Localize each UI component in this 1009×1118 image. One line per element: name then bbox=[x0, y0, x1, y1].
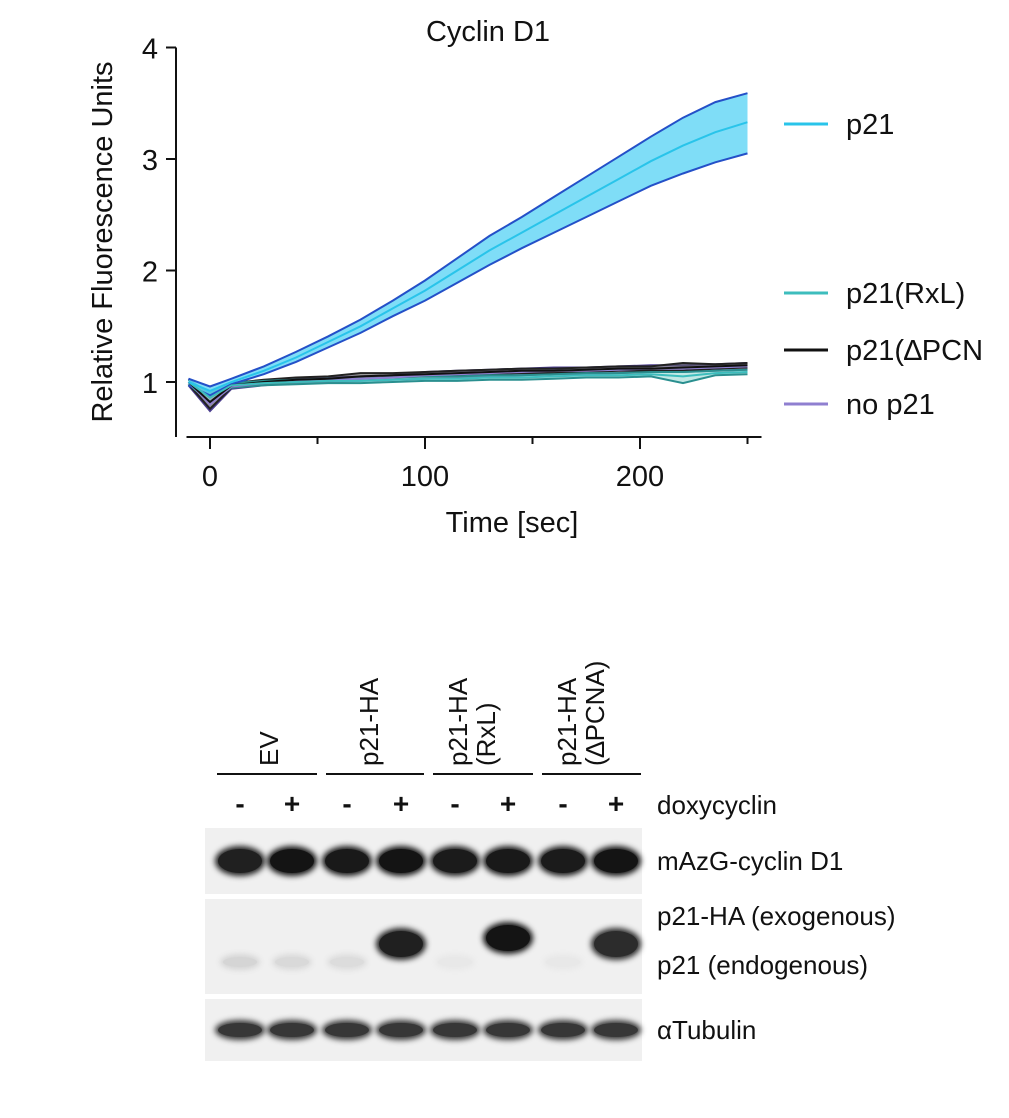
group-underline-3 bbox=[542, 773, 641, 775]
confidence-bands bbox=[187, 92, 748, 413]
y-tick-label-3: 3 bbox=[142, 145, 158, 177]
band-tubulin-2 bbox=[325, 1023, 369, 1037]
legend-entry-1: p21(RxL) bbox=[846, 278, 965, 310]
legend-entry-3: no p21 bbox=[846, 389, 935, 421]
row-label-0: mAzG-cyclin D1 bbox=[657, 846, 844, 876]
group-label-2: p21-HA (RxL) bbox=[443, 677, 501, 766]
series-line-0 bbox=[188, 121, 748, 392]
band-tubulin-7 bbox=[594, 1023, 638, 1037]
y-tick-label-1: 1 bbox=[142, 368, 158, 400]
band-tubulin-3 bbox=[379, 1023, 423, 1037]
group-label-3: p21-HA (∆PCNA) bbox=[552, 660, 610, 766]
row-label-2: αTubulin bbox=[657, 1015, 757, 1045]
group-underline-1 bbox=[326, 773, 424, 775]
group-underline-2 bbox=[433, 773, 533, 775]
sign-3: + bbox=[392, 788, 410, 819]
sign-5: + bbox=[499, 788, 517, 819]
series-lines bbox=[187, 121, 748, 406]
band-upper-edge-2 bbox=[187, 361, 748, 397]
band-tubulin-0 bbox=[218, 1023, 262, 1037]
band-cyclin-4 bbox=[433, 849, 477, 873]
legend: p21 p21(RxL) p21(∆PCN no p21 bbox=[784, 109, 983, 421]
sign-1: + bbox=[283, 788, 301, 819]
x-tick-label-200: 200 bbox=[616, 461, 664, 493]
band-p21-exo-5 bbox=[486, 925, 530, 951]
y-axis-label: Relative Fluorescence Units bbox=[87, 61, 119, 422]
band-tubulin-1 bbox=[270, 1023, 314, 1037]
group-label-1: p21-HA bbox=[354, 677, 384, 766]
y-tick-label-2: 2 bbox=[142, 257, 158, 289]
band-0 bbox=[188, 93, 748, 396]
series-line-2 bbox=[187, 364, 748, 404]
legend-entry-2: p21(∆PCN bbox=[846, 335, 983, 367]
band-p21-endo-6 bbox=[546, 957, 580, 967]
band-tubulin-6 bbox=[541, 1023, 585, 1037]
band-p21-exo-3 bbox=[379, 931, 423, 957]
band-p21-endo-2 bbox=[330, 957, 364, 967]
band-cyclin-6 bbox=[541, 849, 585, 873]
band-tubulin-4 bbox=[433, 1023, 477, 1037]
band-cyclin-0 bbox=[218, 849, 262, 873]
row-label-1b: p21 (endogenous) bbox=[657, 950, 869, 980]
band-cyclin-1 bbox=[270, 849, 314, 873]
band-upper-edge-1 bbox=[187, 368, 748, 395]
legend-entry-0: p21 bbox=[846, 109, 894, 141]
y-tick-label-4: 4 bbox=[142, 34, 158, 66]
chart-title: Cyclin D1 bbox=[426, 16, 550, 48]
group-label-0: EV bbox=[254, 731, 284, 766]
x-tick-label-100: 100 bbox=[401, 461, 449, 493]
band-lower-edge-1 bbox=[187, 373, 748, 404]
treatment-label: doxycyclin bbox=[657, 790, 777, 820]
x-axis-label: Time [sec] bbox=[446, 507, 579, 539]
band-p21-exo-7 bbox=[594, 931, 638, 957]
band-p21-endo-1 bbox=[275, 957, 309, 967]
series-line-1 bbox=[187, 371, 748, 399]
sign-7: + bbox=[607, 788, 625, 819]
sign-4: - bbox=[450, 788, 460, 819]
sign-0: - bbox=[235, 788, 245, 819]
line-chart: 1 2 3 4 0 100 200 Cyclin D1 Time [sec] Relativ… bbox=[87, 16, 983, 539]
axes: 1 2 3 4 0 100 200 bbox=[142, 34, 762, 493]
x-tick-label-0: 0 bbox=[202, 461, 218, 493]
band-tubulin-5 bbox=[486, 1023, 530, 1037]
sign-2: - bbox=[342, 788, 352, 819]
blot-panel-1 bbox=[205, 899, 642, 994]
row-label-1a: p21-HA (exogenous) bbox=[657, 901, 896, 931]
band-cyclin-3 bbox=[379, 849, 423, 873]
band-cyclin-5 bbox=[486, 849, 530, 873]
band-lower-edge-0 bbox=[188, 152, 748, 397]
group-underline-0 bbox=[217, 773, 317, 775]
band-cyclin-7 bbox=[594, 849, 638, 873]
band-cyclin-2 bbox=[325, 849, 369, 873]
band-upper-edge-0 bbox=[188, 92, 748, 388]
band-p21-endo-4 bbox=[438, 957, 472, 967]
band-p21-endo-0 bbox=[223, 957, 257, 967]
sign-6: - bbox=[558, 788, 568, 819]
